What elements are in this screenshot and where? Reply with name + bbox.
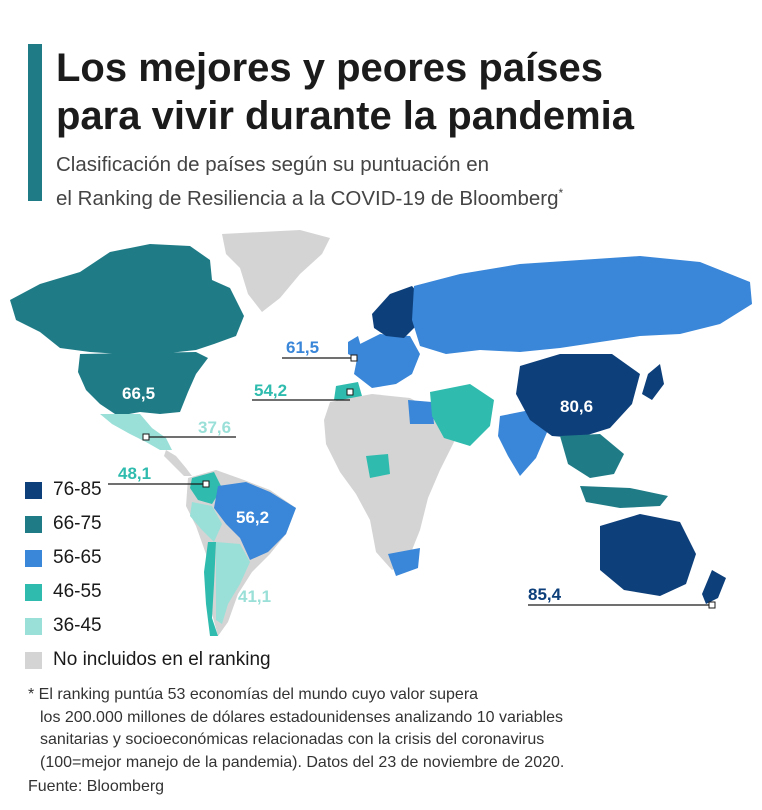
egypt-shape [408,400,434,424]
south-africa-shape [388,548,420,576]
africa-shape [324,394,456,570]
japan-shape [642,364,664,400]
title-accent-bar [28,44,42,201]
footnote-line-4: (100=mejor manejo de la pandemia). Datos… [40,753,565,771]
chart-title: Los mejores y peores países para vivir d… [56,44,746,140]
usa-value-label: 66,5 [122,384,156,403]
new-zealand-value-label: 85,4 [528,585,562,604]
spain-marker [346,388,354,396]
argentina-value-label: 41,1 [238,587,272,606]
footnote: * El ranking puntúa 53 economías del mun… [28,684,728,774]
brazil-value-label: 56,2 [236,508,270,527]
europe-shape [354,334,420,388]
legend-swatch [25,515,42,533]
usa-shape [78,352,208,416]
legend-item-56-65: 56-65 [25,541,271,575]
footnote-line-2: los 200.000 millones de dólares estadoun… [40,708,564,726]
legend-item-76-85: 76-85 [25,473,271,507]
nigeria-shape [366,454,390,478]
world-map: 66,5 61,5 54,2 37,6 48,1 56,2 41,1 80,6 … [0,224,762,644]
chart-subtitle: Clasificación de países según su puntuac… [56,151,746,213]
mexico-marker [142,433,150,441]
chile-shape [204,542,218,636]
china-value-label: 80,6 [560,397,594,416]
central-america-shape [164,450,192,476]
legend-label: 66-75 [53,513,102,534]
mexico-value-label: 37,6 [198,418,232,437]
legend-swatch [25,481,42,499]
footnote-line-1: * El ranking puntúa 53 economías del mun… [28,686,479,703]
australia-shape [600,514,696,596]
new-zealand-marker [708,601,716,609]
legend-swatch [25,549,42,567]
china-shape [516,354,640,438]
legend-item-46-55: 46-55 [25,575,271,609]
middle-east-shape [430,384,494,446]
southeast-asia-shape [560,434,624,478]
peru-shape [190,502,222,542]
canada-shape [10,244,244,354]
subtitle-line-2: el Ranking de Resiliencia a la COVID-19 … [56,186,559,210]
footnote-line-3: sanitarias y socioeconómicas relacionada… [40,731,545,748]
legend-label: 56-65 [53,547,102,568]
subtitle-asterisk: * [558,186,564,200]
legend-item-not-included: No incluidos en el ranking [25,643,271,677]
argentina-shape [216,542,250,624]
legend-swatch [25,583,42,601]
indonesia-shape [580,486,668,508]
uk-marker [350,354,358,362]
brazil-shape [214,482,296,560]
greenland-shape [222,230,330,312]
spain-value-label: 54,2 [254,381,288,400]
legend-swatch [25,651,42,669]
title-line-1: Los mejores y peores países [56,46,603,90]
legend-label: 46-55 [53,581,102,602]
colombia-marker [202,480,210,488]
legend: 76-85 66-75 56-65 46-55 36-45 No incluid… [25,473,271,677]
uk-value-label: 61,5 [286,338,320,357]
legend-label: No incluidos en el ranking [53,649,271,670]
new-zealand-shape [702,570,726,604]
legend-label: 36-45 [53,615,102,636]
russia-shape [412,256,752,354]
source-credit: Fuente: Bloomberg [28,778,165,795]
world-map-svg [10,230,752,636]
colombia-shape [190,472,222,504]
subtitle-line-1: Clasificación de países según su puntuac… [56,153,490,176]
legend-item-66-75: 66-75 [25,507,271,541]
colombia-value-label: 48,1 [118,464,152,483]
scandinavia-shape [372,286,424,338]
title-line-2: para vivir durante la pandemia [56,94,634,138]
legend-swatch [25,617,42,635]
uk-shape [348,336,362,358]
india-shape [498,410,548,476]
legend-label: 76-85 [53,479,102,500]
legend-item-36-45: 36-45 [25,609,271,643]
mexico-shape [100,414,172,450]
